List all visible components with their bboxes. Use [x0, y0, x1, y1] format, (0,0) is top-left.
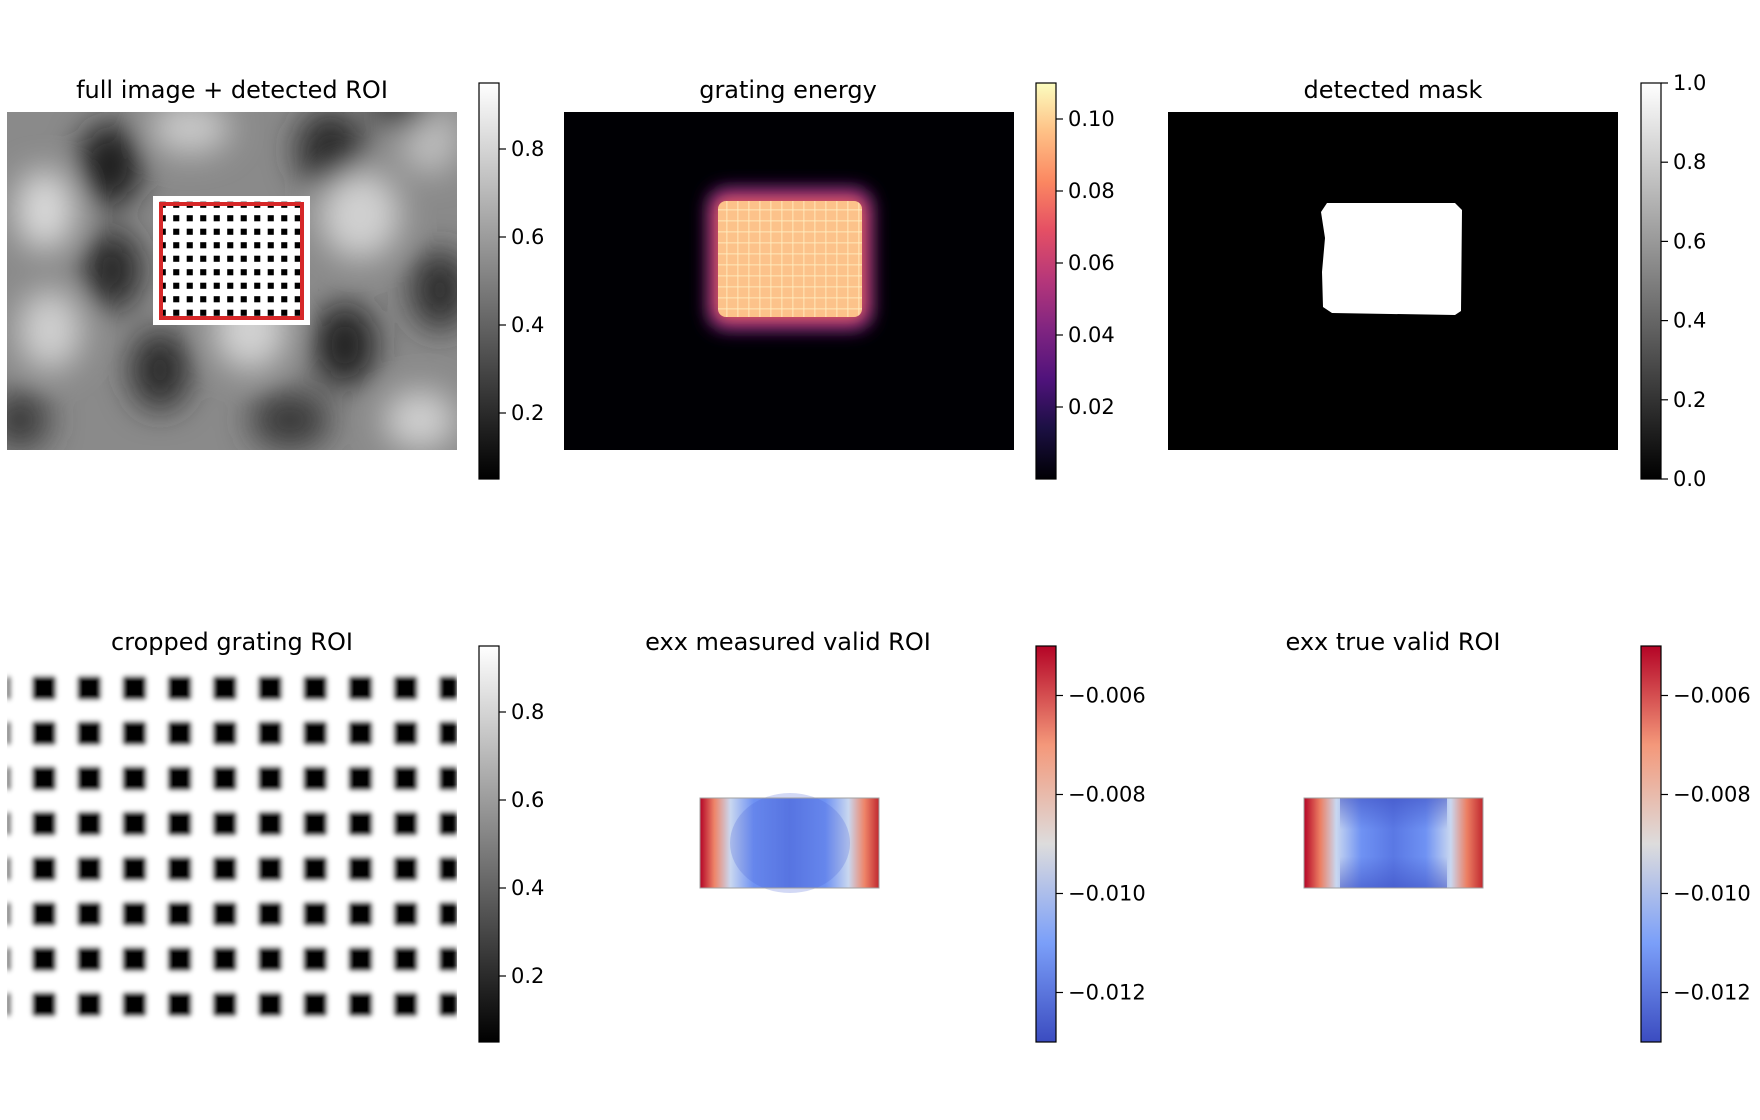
panel-title: full image + detected ROI	[76, 76, 388, 104]
colorbar-tick-label: −0.012	[1068, 981, 1146, 1005]
colorbar-tick-label: −0.008	[1673, 783, 1751, 807]
colorbar	[1640, 82, 1662, 480]
exx-measured-map	[699, 793, 880, 893]
colorbar-tick-label: −0.010	[1068, 882, 1146, 906]
colorbar-tick-label: 0.06	[1068, 251, 1115, 275]
colorbar-ticks: −0.012 −0.010 −0.008 −0.006	[1056, 684, 1146, 1005]
colorbar-tick-label: −0.010	[1673, 882, 1751, 906]
colorbar-tick-label: 0.6	[1673, 229, 1706, 253]
panel-title: detected mask	[1304, 76, 1483, 104]
full-image	[7, 112, 457, 450]
energy-map	[564, 112, 1014, 450]
colorbar-tick-label: 0.4	[511, 313, 544, 337]
colorbar-ticks: 0.2 0.4 0.6 0.8	[499, 137, 544, 425]
colorbar	[1035, 645, 1057, 1043]
cropped-image	[7, 664, 457, 1024]
colorbar-tick-label: −0.008	[1068, 783, 1146, 807]
colorbar-tick-label: 0.8	[1673, 150, 1706, 174]
mask-map	[1168, 112, 1618, 450]
panel-title: exx measured valid ROI	[645, 628, 931, 656]
colorbar-tick-label: 0.0	[1673, 467, 1706, 491]
colorbar-tick-label: 0.4	[1673, 309, 1706, 333]
colorbar-ticks: 0.0 0.2 0.4 0.6 0.8 1.0	[1661, 71, 1706, 491]
colorbar-tick-label: −0.006	[1068, 684, 1146, 708]
colorbar-tick-label: 0.6	[511, 225, 544, 249]
exx-true-map	[1303, 797, 1484, 889]
colorbar-tick-label: 0.8	[511, 137, 544, 161]
colorbar-tick-label: 0.02	[1068, 395, 1115, 419]
colorbar-ticks: −0.012 −0.010 −0.008 −0.006	[1661, 684, 1751, 1005]
colorbar	[478, 645, 500, 1043]
roi-box	[159, 202, 304, 320]
colorbar-tick-label: 0.4	[511, 876, 544, 900]
colorbar-tick-label: 0.2	[511, 964, 544, 988]
colorbar-tick-label: 0.8	[511, 700, 544, 724]
colorbar-tick-label: 0.2	[511, 401, 544, 425]
colorbar-tick-label: −0.012	[1673, 981, 1751, 1005]
panel-title: grating energy	[699, 76, 877, 104]
colorbar-tick-label: −0.006	[1673, 684, 1751, 708]
colorbar-tick-label: 0.08	[1068, 179, 1115, 203]
colorbar-tick-label: 0.04	[1068, 323, 1115, 347]
colorbar-tick-label: 0.10	[1068, 107, 1115, 131]
colorbar	[1035, 82, 1057, 480]
colorbar-tick-label: 0.2	[1673, 388, 1706, 412]
panel-title: exx true valid ROI	[1285, 628, 1500, 656]
colorbar	[1640, 645, 1662, 1043]
colorbar-tick-label: 0.6	[511, 788, 544, 812]
colorbar-ticks: 0.2 0.4 0.6 0.8	[499, 700, 544, 988]
colorbar	[478, 82, 500, 480]
colorbar-tick-label: 1.0	[1673, 71, 1706, 95]
panel-title: cropped grating ROI	[111, 628, 353, 656]
colorbar-ticks: 0.02 0.04 0.06 0.08 0.10	[1056, 107, 1115, 419]
